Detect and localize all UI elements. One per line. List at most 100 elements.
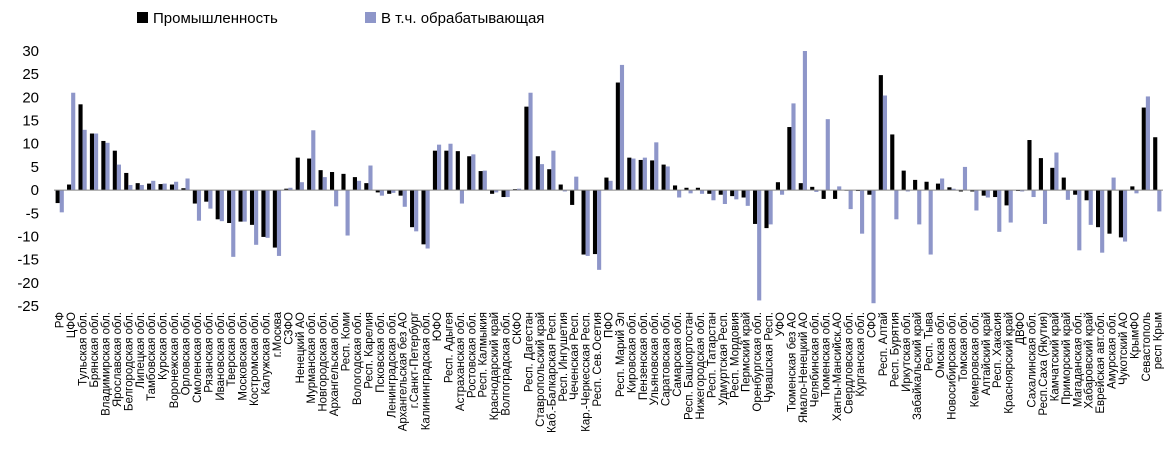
bar-industry bbox=[558, 184, 563, 191]
x-tick-label: Еврейская авт.обл. bbox=[1095, 312, 1107, 414]
bar-industry bbox=[707, 190, 712, 194]
x-tick-label: ПФО bbox=[604, 312, 616, 338]
bar-industry bbox=[78, 104, 83, 191]
bar-manufacturing bbox=[311, 130, 316, 191]
bar-manufacturing bbox=[151, 180, 156, 191]
bar-industry bbox=[181, 188, 186, 191]
bar-manufacturing bbox=[985, 190, 990, 198]
legend-swatch-industry bbox=[137, 12, 148, 23]
bar-industry bbox=[924, 181, 929, 191]
x-tick-label: Каб.-Балкарская Респ. bbox=[546, 312, 558, 433]
bar-manufacturing bbox=[208, 190, 213, 209]
bar-industry bbox=[490, 190, 495, 194]
bar-manufacturing bbox=[345, 190, 350, 236]
x-tick-label: Псковская обл. bbox=[375, 312, 387, 393]
x-tick-label: Мурманская обл. bbox=[306, 312, 318, 404]
bar-manufacturing bbox=[528, 92, 533, 191]
y-tick-label: -20 bbox=[17, 275, 39, 292]
bar-industry bbox=[1073, 190, 1078, 195]
x-tick-label: КрымФО bbox=[1129, 312, 1141, 359]
x-tick-label: СКФО bbox=[512, 312, 524, 344]
bar-industry bbox=[455, 151, 460, 191]
x-tick-label: Удмуртская Респ. bbox=[718, 312, 730, 406]
bar-manufacturing bbox=[962, 166, 968, 191]
y-tick-label: 20 bbox=[22, 89, 39, 106]
bar-industry bbox=[524, 106, 529, 191]
bar-manufacturing bbox=[585, 190, 590, 256]
bar-industry bbox=[753, 190, 758, 224]
bar-industry bbox=[650, 160, 655, 191]
bar-industry bbox=[352, 177, 357, 191]
bar-manufacturing bbox=[825, 119, 830, 191]
bar-industry bbox=[615, 82, 620, 191]
x-tick-label: Пермский край bbox=[741, 312, 753, 392]
bar-manufacturing bbox=[1111, 177, 1116, 191]
x-tick-label: Респ. Башкортостан bbox=[684, 312, 696, 420]
x-tick-label: Смоленская обл. bbox=[192, 312, 204, 403]
bar-industry bbox=[432, 150, 438, 191]
bar-manufacturing bbox=[71, 92, 76, 191]
bar-manufacturing bbox=[814, 190, 819, 192]
bar-industry bbox=[1096, 190, 1101, 228]
bar-manufacturing bbox=[414, 190, 419, 232]
bar-industry bbox=[867, 190, 872, 195]
bar-industry bbox=[570, 190, 575, 205]
x-tick-label: Орловская обл. bbox=[180, 312, 192, 395]
bar-manufacturing bbox=[539, 164, 545, 191]
x-tick-label: СЗФО bbox=[283, 312, 295, 345]
bar-manufacturing bbox=[185, 178, 190, 191]
bar-industry bbox=[958, 190, 963, 192]
bar-manufacturing bbox=[574, 176, 579, 191]
bar-industry bbox=[890, 134, 895, 191]
x-tick-label: Кировская обл. bbox=[626, 312, 638, 393]
x-tick-label: Респ. Тыва bbox=[924, 311, 936, 371]
y-tick-label: 25 bbox=[22, 66, 39, 83]
legend-label-industry: Промышленность bbox=[153, 10, 278, 27]
bar-manufacturing bbox=[677, 190, 682, 198]
bar-industry bbox=[387, 190, 392, 194]
bar-industry bbox=[672, 185, 678, 191]
bar-manufacturing bbox=[219, 190, 224, 222]
x-tick-label: Ненецкий АО bbox=[295, 312, 307, 384]
bar-industry bbox=[741, 190, 746, 198]
bar-industry bbox=[730, 190, 735, 197]
bar-manufacturing bbox=[425, 190, 430, 249]
x-tick-label: Кемеровская обл. bbox=[969, 312, 981, 407]
bar-industry bbox=[158, 184, 163, 191]
bar-manufacturing bbox=[917, 190, 922, 225]
bar-industry bbox=[55, 190, 60, 204]
x-tick-label: Архангельская без АО bbox=[398, 312, 410, 431]
bar-manufacturing bbox=[1008, 190, 1013, 223]
bar-manufacturing bbox=[562, 190, 567, 192]
x-tick-label: Брянская обл. bbox=[89, 312, 101, 388]
bar-industry bbox=[993, 190, 998, 198]
bar-manufacturing bbox=[688, 190, 693, 194]
bar-industry bbox=[249, 190, 255, 225]
legend: Промышленность В т.ч. обрабатывающая bbox=[137, 10, 544, 27]
bar-manufacturing bbox=[1134, 190, 1139, 194]
x-tick-label: Пензенская обл. bbox=[638, 312, 650, 400]
bar-industry bbox=[638, 159, 643, 191]
bar-industry bbox=[364, 183, 369, 191]
bar-manufacturing bbox=[631, 158, 636, 191]
x-tick-label: Ярославская обл. bbox=[112, 312, 124, 407]
legend-swatch-manufacturing bbox=[365, 12, 376, 23]
x-tick-label: Тюменская обл. bbox=[821, 312, 833, 397]
bar-manufacturing bbox=[517, 188, 522, 191]
x-tick-label: Тульская обл. bbox=[78, 312, 90, 386]
x-tick-label: Сахалинская обл. bbox=[1027, 312, 1039, 408]
x-tick-label: Респ. Марий Эл bbox=[615, 312, 627, 397]
bar-industry bbox=[1050, 167, 1055, 191]
bar-industry bbox=[1027, 140, 1032, 191]
bar-manufacturing bbox=[1088, 190, 1093, 225]
x-tick-label: Самарская обл. bbox=[672, 312, 684, 397]
x-tick-label: Владимирская обл. bbox=[100, 312, 112, 416]
bar-manufacturing bbox=[974, 190, 979, 211]
bar-industry bbox=[798, 183, 803, 191]
x-tick-label: Оренбургская обл. bbox=[752, 312, 764, 412]
bar-manufacturing bbox=[94, 133, 99, 191]
bar-manufacturing bbox=[882, 95, 888, 191]
x-tick-label: Тюменская без АО bbox=[786, 312, 798, 412]
bar-manufacturing bbox=[699, 190, 705, 194]
bar-manufacturing bbox=[379, 190, 384, 196]
